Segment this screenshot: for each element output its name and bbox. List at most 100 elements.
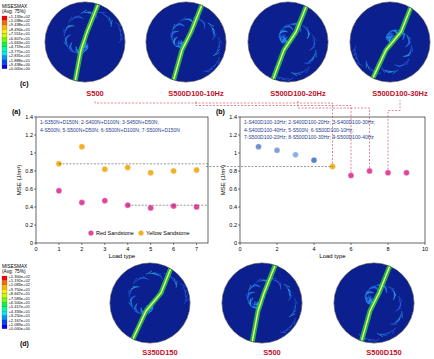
x-tick: [36, 243, 37, 245]
micro-crack: [411, 45, 413, 52]
micro-crack: [407, 36, 410, 42]
micro-crack: [128, 290, 130, 297]
micro-crack: [105, 16, 109, 21]
micro-crack: [284, 26, 290, 29]
y-tick-label: 0.8: [229, 168, 237, 174]
specimen: [146, 2, 226, 82]
legend-swatch: [2, 316, 7, 320]
specimen: [222, 263, 302, 343]
micro-crack: [218, 37, 221, 43]
point: [56, 188, 62, 194]
micro-crack: [111, 20, 113, 27]
x-tick-label: 10: [422, 246, 428, 252]
point: [367, 168, 373, 174]
contour-image: [222, 263, 302, 343]
specimen-edge: [146, 2, 226, 82]
x-tick: [81, 243, 82, 245]
micro-crack: [395, 308, 401, 312]
micro-crack: [254, 284, 260, 287]
legend-swatch: [2, 302, 7, 306]
x-tick: [425, 243, 426, 245]
y-tick: [238, 117, 240, 118]
micro-crack: [393, 294, 396, 300]
legend-marker: [138, 230, 143, 235]
x-tick-label: 5: [149, 246, 152, 252]
x-tick: [127, 243, 128, 245]
micro-crack: [289, 314, 295, 317]
y-tick: [34, 225, 36, 226]
specimen-edge: [222, 263, 302, 343]
point: [194, 204, 200, 210]
micro-crack: [386, 37, 393, 38]
y-tick: [238, 153, 240, 154]
x-tick-label: 3: [103, 246, 106, 252]
micro-crack: [118, 26, 122, 32]
crack-band: [173, 2, 203, 82]
micro-crack: [282, 24, 287, 29]
micro-crack: [403, 55, 410, 57]
x-axis-label: Load type: [109, 253, 136, 259]
micro-crack: [381, 67, 385, 73]
micro-crack: [146, 271, 152, 274]
micro-crack: [132, 286, 139, 287]
micro-crack: [348, 42, 351, 48]
y-tick: [34, 207, 36, 208]
micro-crack: [250, 285, 255, 290]
panel-label: (c): [20, 80, 29, 88]
point: [404, 170, 410, 176]
specimen-edge: [334, 263, 414, 343]
micro-crack: [69, 50, 76, 52]
y-axis-label: MSE (J/m³): [220, 165, 226, 195]
micro-crack: [86, 44, 87, 51]
y-tick-label: 0.8: [25, 168, 33, 174]
micro-crack: [136, 278, 141, 282]
x-tick-label: 2: [275, 246, 278, 252]
micro-crack: [213, 53, 219, 56]
image-label: S350D150: [142, 348, 177, 357]
x-tick: [173, 243, 174, 245]
legend-swatch: [2, 64, 7, 68]
x-tick: [314, 243, 315, 245]
connector: [95, 100, 333, 164]
micro-crack: [354, 49, 355, 56]
guide-line: [59, 163, 208, 164]
point: [385, 170, 391, 176]
contour-image: [334, 263, 414, 343]
legend-swatch: [2, 38, 7, 42]
point: [125, 164, 131, 170]
legend-swatch: [2, 20, 7, 24]
y-tick-label: 0.4: [25, 204, 33, 210]
micro-crack: [278, 77, 285, 79]
legend-swatch: [2, 60, 7, 64]
image-label: S500D100-10Hz: [168, 89, 224, 98]
micro-crack: [387, 330, 392, 334]
micro-crack: [119, 38, 124, 43]
legend-swatch: [2, 324, 7, 328]
panel-label: (d): [20, 340, 29, 348]
micro-crack: [390, 288, 395, 293]
micro-crack: [65, 25, 70, 30]
y-tick-label: 0.2: [229, 222, 237, 228]
micro-crack: [355, 57, 359, 62]
micro-crack: [390, 324, 397, 325]
point: [171, 168, 177, 174]
micro-crack: [65, 27, 67, 34]
micro-crack: [407, 58, 409, 65]
y-tick-label: 1.2: [25, 132, 33, 138]
y-tick-label: 0.6: [229, 186, 237, 192]
annotation: 1-S400D100-10Hz; 2-S400D100-20Hz; 3-S400…: [244, 119, 375, 125]
contour-image: [146, 2, 226, 82]
x-tick-label: 0: [238, 246, 241, 252]
image-label: S500D100-20Hz: [270, 89, 326, 98]
micro-crack: [388, 34, 395, 36]
y-tick: [34, 153, 36, 154]
micro-crack: [184, 290, 186, 297]
y-tick: [238, 207, 240, 208]
point: [348, 173, 354, 179]
micro-crack: [302, 26, 309, 28]
micro-crack: [210, 65, 215, 69]
legend-swatch: [2, 285, 7, 289]
legend-swatch: [2, 307, 7, 311]
x-tick-label: 6: [172, 246, 175, 252]
contour-legend: MISESMAX(Avg: 75%)+1.133e+02+1.038e+02+9…: [2, 4, 31, 71]
